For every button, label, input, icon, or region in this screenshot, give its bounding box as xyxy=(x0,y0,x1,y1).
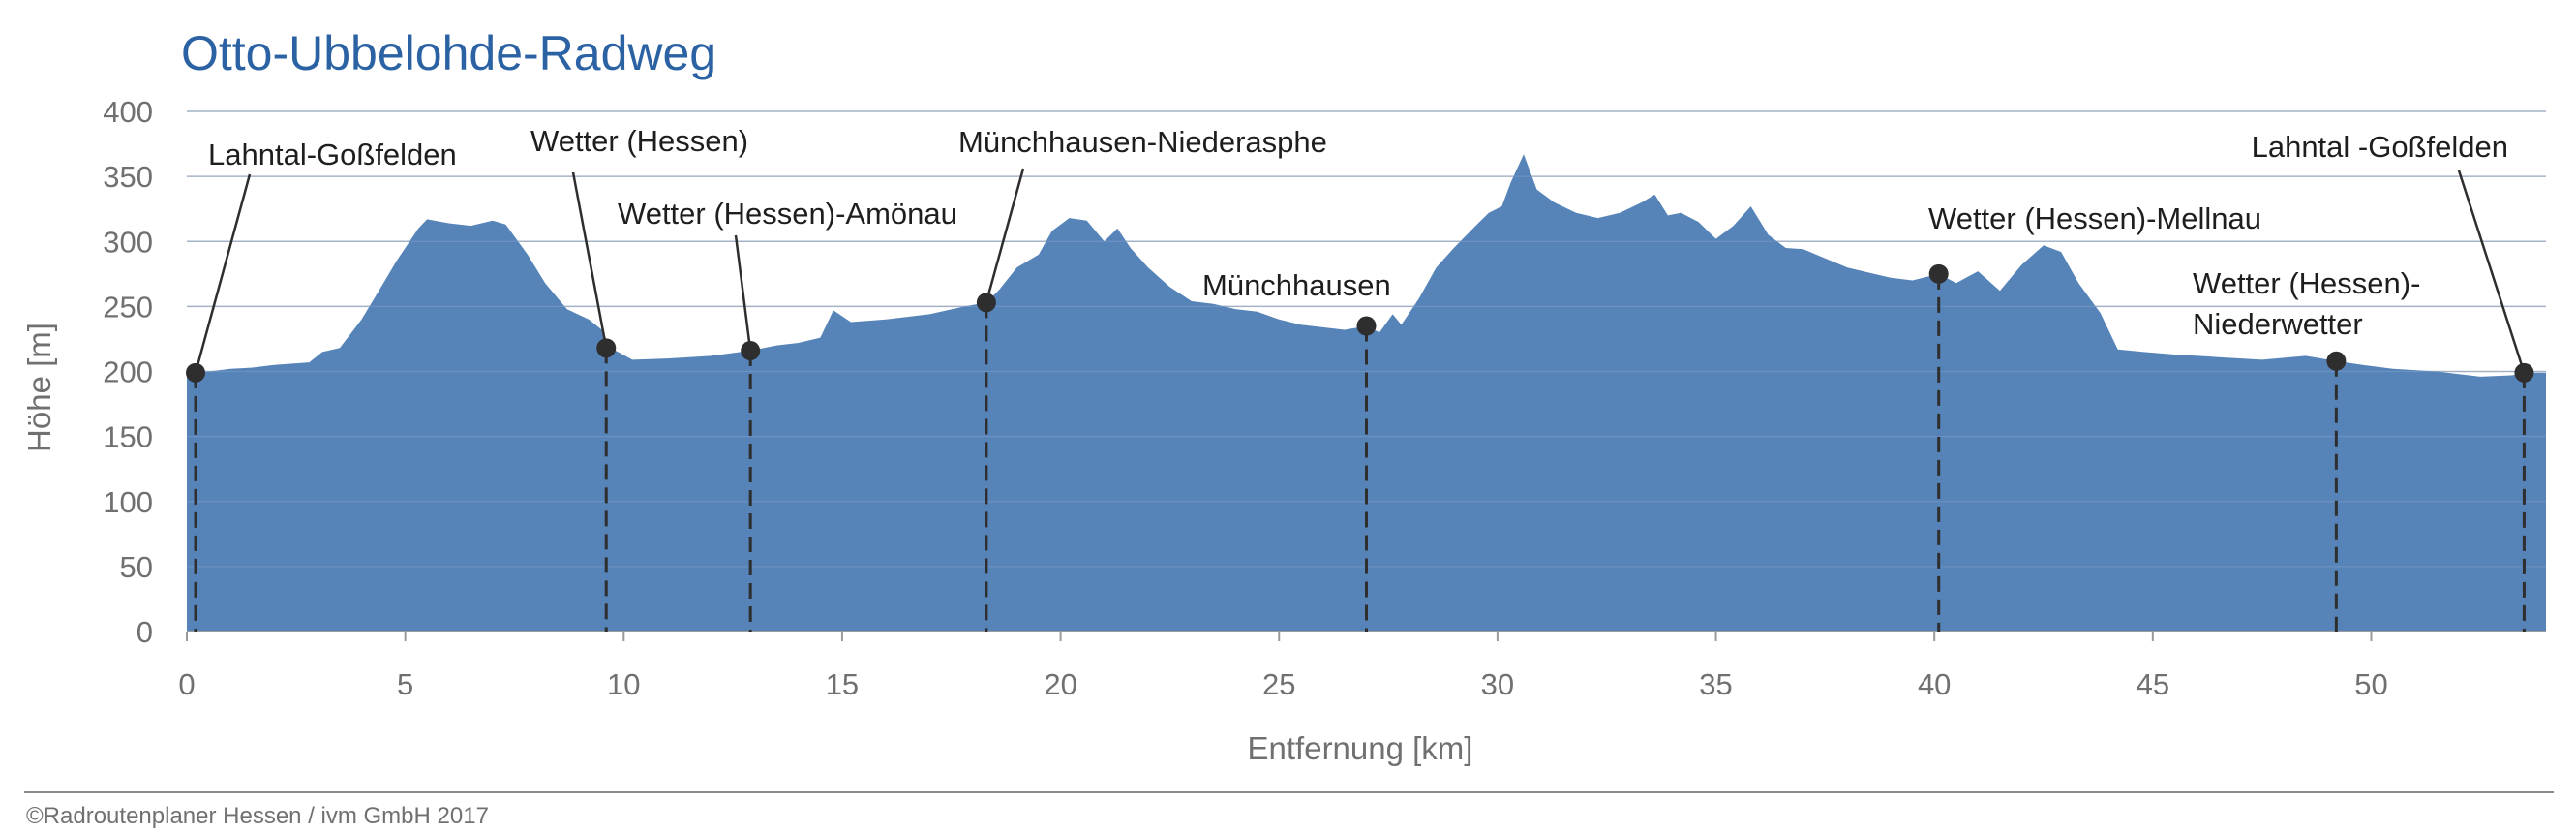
place-label-5-line-0: Wetter (Hessen)-Mellnau xyxy=(1928,201,2261,235)
place-label-0-line-0: Lahntal-Goßfelden xyxy=(208,138,457,171)
place-label-3-line-0: Münchhausen-Niederasphe xyxy=(958,125,1327,159)
y-axis-label: Höhe [m] xyxy=(21,323,57,452)
y-tick-label-5: 250 xyxy=(103,290,153,324)
place-leader-3 xyxy=(985,168,1025,303)
y-tick-label-4: 200 xyxy=(103,355,153,389)
x-tick-label-9: 45 xyxy=(2137,667,2169,701)
y-tick-label-8: 400 xyxy=(103,95,153,129)
place-markers: Lahntal-Goßfelden Wetter (Hessen) Wetter (… xyxy=(186,124,2534,632)
x-tick-label-5: 25 xyxy=(1262,667,1295,701)
x-axis-ticks: 0 5 10 15 20 25 30 35 40 45 50 xyxy=(178,632,2388,701)
y-tick-label-3: 150 xyxy=(103,420,153,454)
y-tick-label-6: 300 xyxy=(103,225,153,259)
place-marker-dot-2 xyxy=(741,341,761,361)
place-label-6-line-1: Niederwetter xyxy=(2193,307,2363,341)
y-tick-label-0: 0 xyxy=(136,615,153,649)
x-tick-label-7: 35 xyxy=(1699,667,1732,701)
x-tick-label-2: 10 xyxy=(607,667,640,701)
elevation-area-path xyxy=(187,154,2546,632)
x-tick-label-0: 0 xyxy=(178,667,195,701)
y-axis-ticks: 0 50 100 150 200 250 300 350 400 xyxy=(103,95,153,649)
place-leader-2 xyxy=(734,234,752,352)
place-marker-dot-7 xyxy=(2514,362,2534,383)
place-leader-1 xyxy=(571,171,608,349)
place-label-6-line-0: Wetter (Hessen)- xyxy=(2193,266,2420,300)
y-tick-label-7: 350 xyxy=(103,160,153,194)
x-tick-label-8: 40 xyxy=(1918,667,1951,701)
x-tick-label-6: 30 xyxy=(1481,667,1514,701)
place-label-4-line-0: Münchhausen xyxy=(1202,268,1391,302)
copyright-text: ©Radroutenplaner Hessen / ivm GmbH 2017 xyxy=(26,803,489,829)
place-marker-dot-0 xyxy=(186,362,206,383)
place-leader-7 xyxy=(2457,170,2526,374)
place-label-1-line-0: Wetter (Hessen) xyxy=(530,124,748,158)
y-tick-label-1: 50 xyxy=(120,550,153,584)
x-tick-label-10: 50 xyxy=(2354,667,2387,701)
place-marker-dot-3 xyxy=(976,293,996,313)
x-tick-label-3: 15 xyxy=(826,667,859,701)
chart-title: Otto-Ubbelohde-Radweg xyxy=(181,26,716,80)
place-marker-dot-1 xyxy=(596,338,617,358)
y-tick-label-2: 100 xyxy=(103,485,153,519)
place-label-7-line-0: Lahntal -Goßfelden xyxy=(2252,130,2508,164)
x-tick-label-4: 20 xyxy=(1044,667,1076,701)
x-axis-label: Entfernung [km] xyxy=(1248,730,1473,766)
place-marker-dot-5 xyxy=(1928,263,1949,284)
place-label-2-line-0: Wetter (Hessen)-Amönau xyxy=(618,197,957,231)
place-leader-0 xyxy=(194,173,252,374)
place-marker-dot-6 xyxy=(2326,351,2347,371)
x-tick-label-1: 5 xyxy=(397,667,413,701)
elevation-area xyxy=(187,110,2546,632)
place-marker-dot-4 xyxy=(1356,316,1377,336)
